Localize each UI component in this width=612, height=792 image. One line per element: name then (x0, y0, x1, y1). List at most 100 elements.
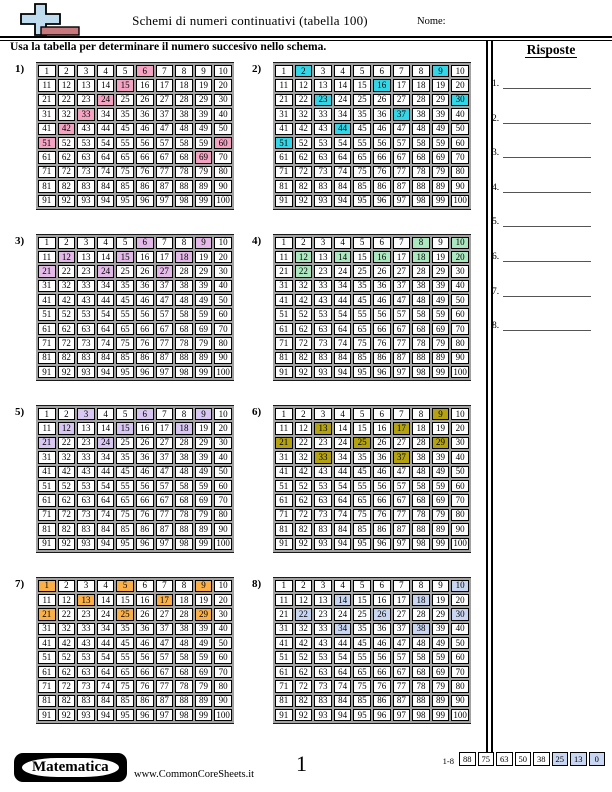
answer-blank-line[interactable] (503, 286, 592, 297)
grid-cell: 30 (214, 608, 232, 621)
grid-cell: 73 (77, 165, 95, 179)
grid-cell: 19 (431, 79, 450, 92)
grid-cell: 93 (77, 194, 95, 207)
answer-blank-line[interactable] (503, 320, 592, 332)
grid-cell: 57 (155, 308, 174, 321)
grid-cell: 32 (57, 108, 76, 121)
grid-cell: 98 (175, 709, 193, 722)
grid-cell-highlighted: 21 (38, 608, 56, 621)
grid-cell: 55 (353, 136, 371, 150)
grid-cell: 78 (412, 337, 430, 350)
grid-cell: 64 (333, 665, 352, 679)
grid-cell: 100 (451, 366, 469, 379)
grid-cell-highlighted: 27 (155, 265, 174, 278)
grid-cell: 89 (431, 694, 450, 708)
grid-cell: 90 (451, 523, 469, 536)
answer-blank-line[interactable] (503, 78, 592, 89)
grid-cell: 83 (77, 523, 95, 536)
grid-cell: 91 (38, 366, 56, 379)
grid-cell: 57 (155, 651, 174, 664)
grid-cell: 11 (275, 422, 293, 435)
grid-cell: 45 (116, 294, 134, 307)
grid-cell: 25 (353, 93, 371, 107)
grid-cell: 36 (372, 451, 391, 464)
grid-cell: 10 (214, 579, 232, 592)
answer-blank-line[interactable] (503, 147, 592, 159)
answer-blank-line[interactable] (503, 113, 592, 124)
grid-cell: 31 (38, 279, 56, 293)
grid-cell: 89 (194, 523, 213, 536)
header-divider (0, 36, 612, 41)
grid-cell: 79 (431, 508, 450, 522)
subject-badge-label: Matematica (21, 757, 120, 778)
grid-cell: 22 (294, 93, 313, 107)
name-label: Nome: (417, 16, 446, 27)
grid-cell-highlighted: 51 (38, 136, 56, 150)
grid-cell: 34 (96, 622, 115, 636)
grid-cell: 75 (353, 337, 371, 350)
grid-cell: 88 (412, 694, 430, 708)
grid-cell: 68 (175, 665, 193, 679)
grid-cell: 90 (214, 694, 232, 708)
grid-cell: 82 (57, 523, 76, 536)
score-cell: 38 (533, 752, 550, 766)
grid-cell: 49 (431, 465, 450, 478)
grid-cell: 98 (175, 537, 193, 550)
grid-cell: 62 (294, 494, 313, 507)
grid-cell: 48 (412, 122, 430, 135)
answer-number: 3. (492, 148, 500, 159)
grid-cell-highlighted: 18 (412, 593, 430, 607)
grid-cell: 40 (451, 108, 469, 121)
hundred-chart-5: 5) 1 2 3 4 5 6 7 8 9 10 11 12 13 14 15 16 17 18 19 20 21 22 23 2… (15, 405, 234, 553)
answer-blank-line[interactable] (503, 216, 592, 228)
grid-cell: 83 (314, 180, 332, 193)
hundred-table: 1 2 3 4 5 6 7 8 9 10 11 12 13 14 15 16 17 18 19 20 21 22 23 24 2… (36, 62, 234, 210)
answer-blank-line[interactable] (503, 182, 592, 193)
grid-cell: 19 (194, 593, 213, 607)
grid-cell: 62 (57, 494, 76, 507)
grid-cell: 22 (57, 265, 76, 278)
grid-cell: 43 (77, 637, 95, 650)
grid-cell: 85 (116, 180, 134, 193)
grid-cell-highlighted: 9 (431, 408, 450, 421)
grid-cell: 90 (451, 694, 469, 708)
grid-cell: 12 (57, 79, 76, 92)
answer-row: 7. (492, 286, 592, 297)
grid-cell: 73 (314, 680, 332, 693)
hundred-chart-6: 6) 1 2 3 4 5 6 7 8 9 10 11 12 13 14 15 16 17 18 19 20 21 22 23 2… (252, 405, 471, 553)
grid-cell: 8 (175, 65, 193, 78)
grid-cell: 44 (96, 294, 115, 307)
grid-cell: 96 (135, 709, 154, 722)
grid-cell: 58 (412, 136, 430, 150)
grid-cell: 11 (38, 593, 56, 607)
grid-cell: 24 (333, 608, 352, 621)
grid-cell: 7 (392, 408, 411, 421)
grid-cell: 79 (431, 680, 450, 693)
grid-cell: 27 (392, 265, 411, 278)
grid-cell-highlighted: 2 (294, 65, 313, 78)
grid-cell: 21 (275, 93, 293, 107)
answer-blank-line[interactable] (503, 251, 592, 262)
grid-cell: 69 (194, 322, 213, 336)
grid-cell: 62 (57, 322, 76, 336)
grid-cell: 76 (372, 165, 391, 179)
grid-cell: 54 (333, 308, 352, 321)
grid-cell: 66 (372, 151, 391, 164)
grid-cell: 28 (175, 608, 193, 621)
grid-cell-highlighted: 29 (194, 608, 213, 621)
grid-cell: 63 (77, 151, 95, 164)
grid-cell: 82 (57, 694, 76, 708)
grid-cell: 26 (135, 436, 154, 450)
score-cell: 75 (477, 752, 494, 766)
grid-cell-highlighted: 14 (333, 593, 352, 607)
grid-cell: 29 (194, 265, 213, 278)
hundred-table: 1 2 3 4 5 6 7 8 9 10 11 12 13 14 15 16 17 18 19 20 21 22 23 24 2… (36, 233, 234, 382)
grid-cell: 3 (314, 579, 332, 592)
grid-cell-highlighted: 12 (294, 250, 313, 264)
grid-cell: 4 (333, 579, 352, 592)
grid-cell: 52 (57, 136, 76, 150)
grid-cell-highlighted: 15 (116, 250, 134, 264)
grid-cell: 8 (412, 579, 430, 592)
grid-cell: 98 (412, 194, 430, 207)
